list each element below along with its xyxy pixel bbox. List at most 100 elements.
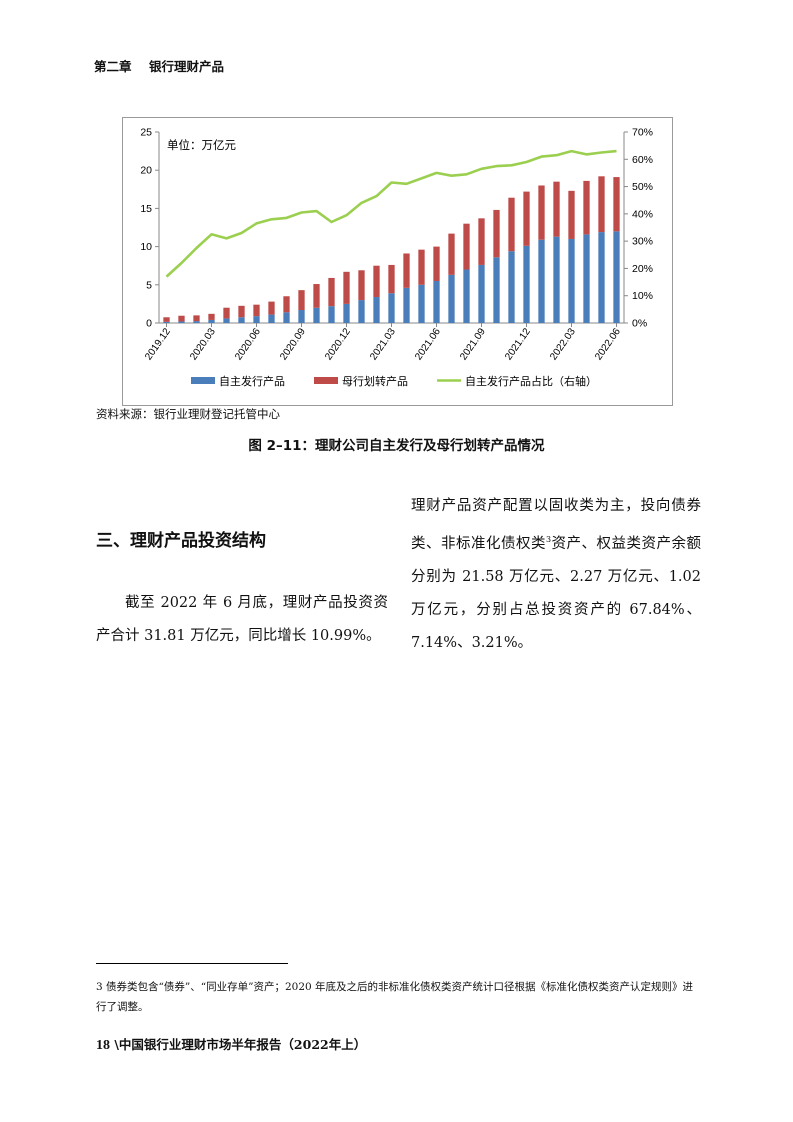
legend-self-share-label: 自主发行产品占比（右轴） — [465, 374, 597, 388]
bar-self-issued — [538, 239, 545, 323]
bar-self-issued — [463, 269, 470, 323]
legend-self-share: 自主发行产品占比（右轴） — [437, 374, 597, 388]
x-tick-label: 2020.06 — [233, 326, 263, 362]
right-tick-label: 20% — [632, 263, 653, 275]
bar-parent-transferred — [388, 264, 395, 294]
right-tick-label: 70% — [632, 127, 653, 139]
bar-self-issued — [373, 297, 380, 323]
bar-parent-transferred — [403, 253, 410, 288]
bar-parent-transferred — [208, 313, 215, 320]
bar-self-issued — [553, 236, 560, 323]
page-number: 18 — [96, 1038, 110, 1053]
bar-self-issued — [493, 257, 500, 323]
bar-parent-transferred — [448, 233, 455, 275]
bar-parent-transferred — [523, 191, 530, 246]
right-tick-label: 60% — [632, 154, 653, 166]
bar-self-issued — [283, 312, 290, 323]
figure-caption: 图 2–11：理财公司自主发行及母行划转产品情况 — [248, 438, 545, 454]
bar-parent-transferred — [328, 277, 335, 307]
bar-parent-transferred — [613, 177, 620, 232]
bar-self-issued — [253, 316, 260, 323]
legend-parent-transferred: 母行划转产品 — [314, 374, 408, 388]
legend-self-issued: 自主发行产品 — [191, 374, 285, 388]
right-paragraph: 理财产品资产配置以固收类为主，投向债券类、非标准化债权类3资产、权益类资产余额分… — [411, 490, 701, 660]
legend-parent-transferred-swatch — [314, 377, 338, 384]
bar-self-issued — [358, 300, 365, 323]
bar-self-issued — [583, 234, 590, 323]
bar-parent-transferred — [418, 249, 425, 285]
bar-parent-transferred — [298, 290, 305, 311]
right-tick-label: 50% — [632, 181, 653, 193]
bar-parent-transferred — [313, 284, 320, 308]
left-tick-label: 10 — [140, 241, 152, 253]
running-header: 第二章 银行理财产品 — [94, 56, 224, 75]
left-tick-label: 25 — [140, 127, 152, 139]
x-tick-label: 2021.09 — [458, 326, 488, 362]
bar-parent-transferred — [238, 305, 245, 318]
bar-parent-transferred — [358, 270, 365, 301]
bar-parent-transferred — [568, 190, 575, 239]
bar-self-issued — [568, 238, 575, 323]
bar-self-issued — [478, 264, 485, 323]
bar-parent-transferred — [193, 315, 200, 322]
bar-self-issued — [178, 321, 185, 323]
bar-parent-transferred — [463, 223, 470, 270]
bar-parent-transferred — [538, 185, 545, 240]
bar-parent-transferred — [493, 209, 500, 258]
page-footer: 18 \中国银行业理财市场半年报告（2022年上） — [96, 1034, 366, 1054]
legend-parent-transferred-label: 母行划转产品 — [342, 374, 408, 388]
x-tick-label: 2021.12 — [503, 326, 533, 362]
bar-self-issued — [388, 293, 395, 323]
x-tick-label: 2022.06 — [593, 326, 623, 362]
source-note: 资料来源：银行业理财登记托管中心 — [96, 407, 280, 421]
x-tick-label: 2021.06 — [413, 326, 443, 362]
right-tick-label: 10% — [632, 290, 653, 302]
chapter-title: 银行理财产品 — [148, 59, 224, 74]
left-tick-label: 20 — [140, 165, 152, 177]
section-heading: 三、理财产品投资结构 — [96, 531, 266, 551]
bar-parent-transferred — [178, 315, 185, 322]
unit-label: 单位：万亿元 — [167, 138, 236, 152]
chapter-label: 第二章 — [94, 59, 132, 74]
bar-parent-transferred — [253, 304, 260, 317]
bar-self-issued — [223, 318, 230, 323]
bar-parent-transferred — [268, 301, 275, 315]
footnote-divider — [96, 963, 288, 964]
right-paragraph-part1: 理财产品资产配置以固收类为主，投向债券类、非标准化债权类 — [411, 498, 701, 552]
right-paragraph-part2: 资产、权益类资产余额分别为 21.58 万亿元、2.27 万亿元、1.02 万亿… — [411, 535, 702, 651]
bar-self-issued — [238, 317, 245, 323]
bar-self-issued — [418, 284, 425, 323]
bar-self-issued — [163, 321, 170, 323]
bar-parent-transferred — [553, 181, 560, 237]
bar-parent-transferred — [373, 265, 380, 298]
bar-parent-transferred — [163, 317, 170, 322]
bar-parent-transferred — [343, 271, 350, 304]
bar-self-issued — [313, 307, 320, 323]
bar-parent-transferred — [583, 180, 590, 235]
bar-self-issued — [523, 245, 530, 323]
legend-self-issued-swatch — [191, 377, 215, 384]
x-tick-label: 2021.03 — [368, 326, 398, 362]
left-tick-label: 15 — [140, 203, 152, 215]
left-tick-label: 0 — [146, 318, 152, 330]
report-title: 中国银行业理财市场半年报告（2022年上） — [118, 1037, 367, 1052]
bar-self-issued — [613, 231, 620, 323]
left-tick-label: 5 — [146, 279, 152, 291]
bar-parent-transferred — [478, 218, 485, 265]
right-tick-label: 40% — [632, 208, 653, 220]
x-tick-label: 2022.03 — [548, 326, 578, 362]
bar-self-issued — [328, 306, 335, 323]
x-tick-label: 2020.12 — [323, 326, 353, 362]
bar-self-issued — [598, 232, 605, 323]
bar-self-issued — [343, 303, 350, 323]
bar-self-issued — [193, 321, 200, 323]
left-paragraph: 截至 2022 年 6 月底，理财产品投资资产合计 31.81 万亿元，同比增长… — [96, 595, 388, 644]
bar-self-issued — [508, 251, 515, 323]
bar-parent-transferred — [223, 307, 230, 319]
legend-self-issued-label: 自主发行产品 — [219, 374, 285, 388]
bar-parent-transferred — [283, 296, 290, 313]
right-tick-label: 30% — [632, 236, 653, 248]
chart-svg: 0 5 10 15 20 25 0% 10% 20% 30% 40% 50% 60% 70% 单位：万亿元 2… — [140, 127, 653, 389]
bar-self-issued — [298, 310, 305, 323]
bar-self-issued — [208, 319, 215, 323]
